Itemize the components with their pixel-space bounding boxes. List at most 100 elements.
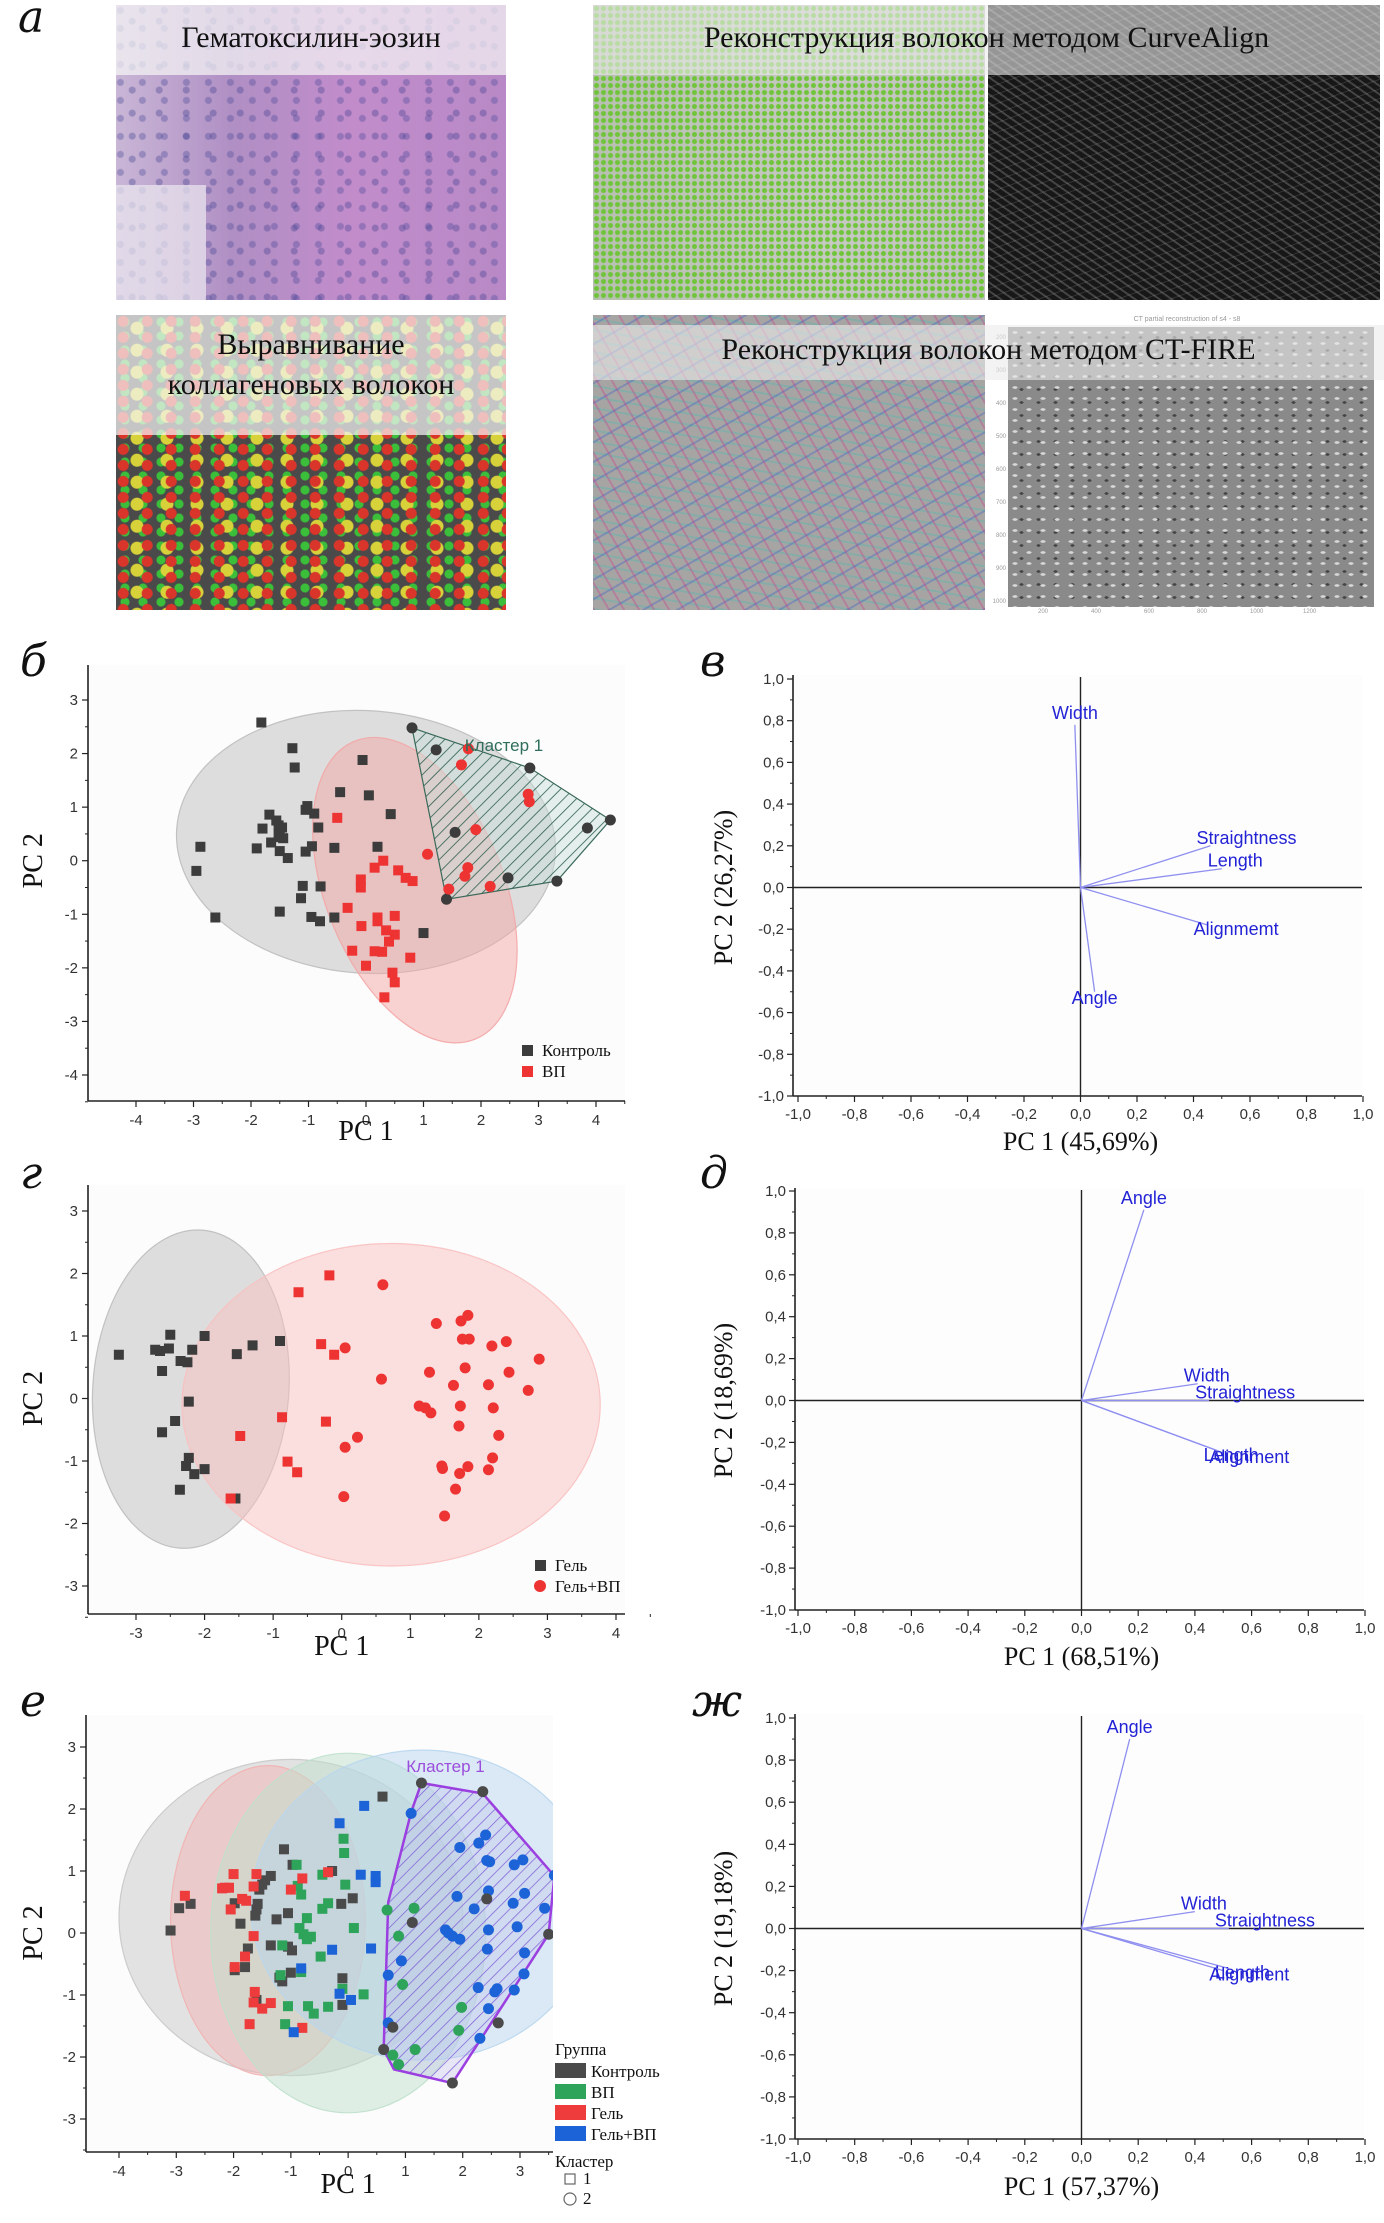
x-axis-label: PC 1 — [338, 1116, 393, 1147]
data-point — [199, 1331, 210, 1341]
y-tick-label: -3 — [65, 1013, 78, 1030]
data-point — [481, 1893, 493, 1905]
data-point — [369, 862, 380, 873]
data-point — [296, 1963, 307, 1974]
x-axis-label: PC 1 — [314, 1631, 369, 1662]
data-point — [157, 1366, 168, 1376]
data-point — [235, 1431, 246, 1441]
ctfire-y-tick: 400 — [995, 401, 1006, 407]
x-tick-label: -0,4 — [955, 1106, 981, 1123]
data-point — [278, 1844, 289, 1855]
data-point — [375, 1373, 387, 1385]
legend-label: ВП — [542, 1062, 566, 1081]
data-point — [225, 1904, 236, 1915]
cluster-1-label: Кластер 1 — [406, 1757, 484, 1776]
data-point — [443, 883, 455, 895]
x-tick-label: 1,0 — [1353, 1106, 1374, 1123]
data-point — [543, 1928, 553, 1940]
ctfire-x-tick: 200 — [1038, 609, 1049, 615]
data-point — [317, 1869, 328, 1880]
y-tick-label: 0 — [70, 1391, 78, 1408]
data-point — [323, 1898, 334, 1909]
data-point — [459, 1362, 471, 1374]
x-axis-label: PC 1 (68,51%) — [1004, 1642, 1159, 1671]
data-point — [482, 1924, 494, 1936]
loading-label: Alignment — [1209, 1965, 1289, 1985]
x-tick-label: 4 — [612, 1625, 620, 1642]
x-tick-label: 1 — [419, 1112, 427, 1129]
data-point — [381, 1904, 393, 1916]
y-tick-label: 0,2 — [765, 1878, 786, 1895]
data-point — [297, 2022, 308, 2033]
ctfire-x-tick: 1200 — [1303, 609, 1317, 615]
data-point — [339, 1342, 351, 1354]
data-point — [462, 862, 474, 874]
loading-label: Straightness — [1196, 828, 1296, 848]
data-point — [225, 1493, 236, 1504]
data-point — [323, 2001, 334, 2012]
x-tick-label: 3 — [516, 2163, 524, 2180]
y-axis-label: PC 2 — [18, 1905, 49, 1960]
y-tick-label: 0,4 — [765, 1309, 786, 1326]
data-point — [456, 2001, 468, 2013]
data-point — [395, 1955, 407, 1967]
panel-label-v: в — [700, 636, 726, 687]
data-point — [581, 822, 593, 834]
y-tick-label: 0,0 — [763, 880, 784, 897]
legend-marker — [522, 1045, 533, 1056]
data-point — [247, 1340, 258, 1351]
x-tick-label: 0,8 — [1298, 1620, 1319, 1637]
loading-vector-angle — [1080, 1209, 1145, 1401]
x-tick-label: -4 — [112, 2163, 125, 2180]
data-point — [492, 2017, 504, 2029]
plot-content — [91, 1229, 601, 1567]
loading-label: Alignment — [1209, 1447, 1289, 1467]
data-point — [377, 1279, 389, 1291]
data-point — [453, 1420, 465, 1432]
data-point — [183, 1396, 194, 1407]
data-point — [288, 2027, 299, 2038]
data-point — [217, 1883, 228, 1894]
data-point — [277, 822, 288, 833]
alignment-caption: Выравнивание коллагеновых волокон — [116, 315, 506, 435]
y-tick-label: -0,2 — [760, 1434, 786, 1451]
data-point — [423, 1366, 435, 1378]
data-point — [175, 1356, 186, 1366]
data-point — [300, 846, 311, 857]
data-point — [181, 1461, 192, 1471]
data-point — [231, 1349, 242, 1360]
data-point — [474, 2032, 486, 2044]
panel-label-b: б — [20, 636, 47, 687]
y-tick-label: -1,0 — [760, 1602, 786, 1619]
legend-label: Гель — [591, 2104, 624, 2123]
loading-vector-width — [1081, 1383, 1198, 1402]
data-point — [430, 1318, 442, 1329]
cluster-1-label: Кластер 1 — [465, 736, 543, 755]
data-point — [275, 1336, 285, 1346]
data-point — [271, 1914, 282, 1925]
data-point — [260, 1875, 271, 1886]
data-point — [482, 1464, 494, 1476]
x-tick-label: -1,0 — [785, 1106, 811, 1123]
x-tick-label: -1 — [284, 2163, 297, 2180]
loading-label: Width — [1052, 703, 1098, 723]
x-tick-label: -0,6 — [898, 1106, 924, 1123]
data-point — [257, 823, 268, 834]
data-point — [447, 1379, 459, 1391]
data-point — [503, 1366, 515, 1378]
panel-label-g: г — [20, 1148, 43, 1199]
he-caption-text: Гематоксилин-эозин — [181, 21, 441, 54]
legend-label: Контроль — [542, 1041, 611, 1060]
data-point — [113, 1349, 124, 1360]
y-tick-label: -1 — [63, 1987, 76, 2004]
x-tick-label: -2 — [227, 2163, 240, 2180]
data-point — [251, 1869, 262, 1880]
y-tick-label: -0,8 — [760, 2089, 786, 2106]
x-tick-label: -4 — [129, 1112, 142, 1129]
x-tick-label: 0,0 — [1070, 1106, 1091, 1123]
plot-area — [795, 1714, 1364, 2139]
data-point — [439, 1510, 451, 1522]
data-point — [347, 1893, 358, 1904]
data-point — [437, 1463, 449, 1474]
data-point — [329, 1349, 340, 1360]
